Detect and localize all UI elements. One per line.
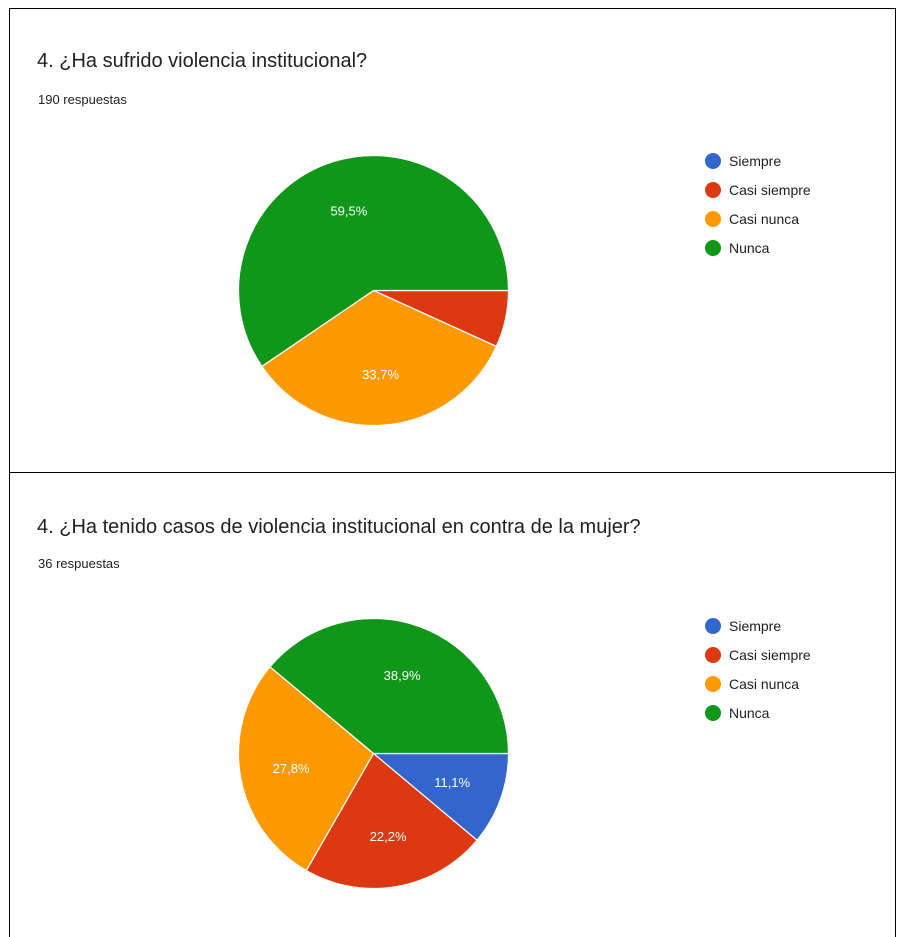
legend-swatch (705, 704, 721, 721)
legend-label: Casi nunca (729, 675, 800, 692)
pie-chart: 33,7% 59,5% (237, 154, 510, 427)
legend-item-casi-siempre[interactable]: Casi siempre (705, 640, 811, 669)
slice-data-label: 22,2% (370, 829, 407, 844)
response-count: 190 respuestas (38, 92, 127, 107)
legend-label: Siempre (729, 152, 782, 169)
slice-data-label: 38,9% (384, 668, 421, 683)
legend-label: Nunca (729, 239, 770, 256)
pie-slice-nunca[interactable] (269, 617, 510, 755)
chart-panel-2: 4. ¿Ha tenido casos de violencia institu… (9, 472, 896, 937)
legend-item-casi-nunca[interactable]: Casi nunca (705, 204, 811, 233)
legend-swatch (705, 210, 721, 227)
legend-item-casi-nunca[interactable]: Casi nunca (705, 669, 811, 698)
legend-swatch (705, 675, 721, 692)
legend-swatch (705, 646, 721, 663)
slice-data-label: 27,8% (273, 761, 310, 776)
chart-panel-1: 4. ¿Ha sufrido violencia institucional? … (9, 8, 896, 473)
slice-data-label: 33,7% (362, 367, 399, 382)
slice-data-label: 11,1% (434, 775, 470, 790)
legend-label: Siempre (729, 617, 782, 634)
legend-swatch (705, 239, 721, 256)
response-count: 36 respuestas (38, 556, 120, 571)
legend-label: Casi siempre (729, 646, 811, 663)
legend-item-casi-siempre[interactable]: Casi siempre (705, 175, 811, 204)
pie-slice-casi-nunca[interactable] (237, 665, 375, 872)
chart-title: 4. ¿Ha tenido casos de violencia institu… (37, 516, 641, 538)
pie-slice-nunca[interactable] (237, 154, 510, 368)
pie-slice-casi-siempre[interactable] (305, 752, 478, 890)
legend-label: Casi nunca (729, 210, 800, 227)
chart-legend: Siempre Casi siempre Casi nunca Nunca (705, 611, 811, 727)
pie-slice-casi-nunca[interactable] (261, 289, 498, 427)
pie-chart: 11,1% 22,2% 27,8% 38,9% (237, 617, 510, 890)
slice-data-label: 59,5% (330, 204, 367, 219)
chart-title: 4. ¿Ha sufrido violencia institucional? (37, 50, 368, 72)
pie-slice-siempre[interactable] (371, 752, 510, 842)
legend-label: Casi siempre (729, 181, 811, 198)
legend-item-siempre[interactable]: Siempre (705, 146, 811, 175)
chart-legend: Siempre Casi siempre Casi nunca Nunca (705, 146, 811, 262)
legend-item-nunca[interactable]: Nunca (705, 233, 811, 262)
legend-swatch (705, 152, 721, 169)
legend-item-siempre[interactable]: Siempre (705, 611, 811, 640)
legend-swatch (705, 617, 721, 634)
legend-swatch (705, 181, 721, 198)
legend-label: Nunca (729, 704, 770, 721)
legend-item-nunca[interactable]: Nunca (705, 698, 811, 727)
